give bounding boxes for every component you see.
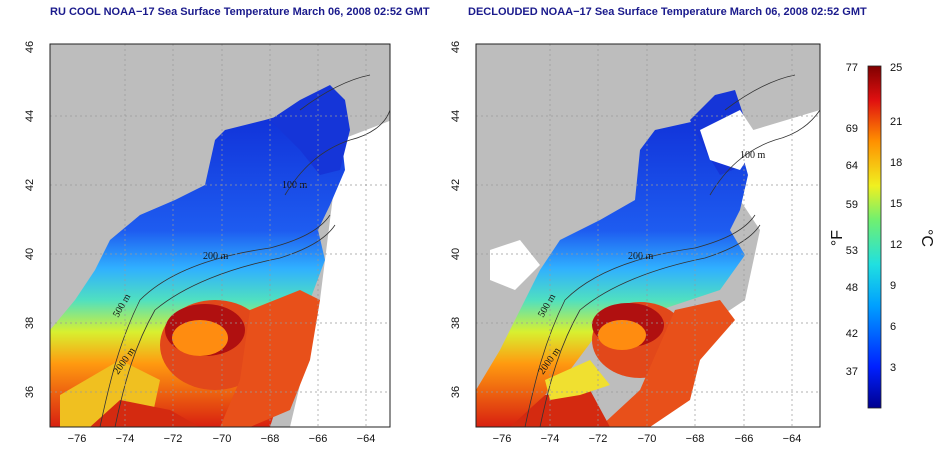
y-tick: 44 [24, 110, 36, 122]
y-tick: 36 [450, 386, 462, 398]
map-title-declouded: DECLOUDED NOAA−17 Sea Surface Temperatur… [468, 6, 867, 18]
fahrenheit-label: °F [829, 230, 846, 246]
bathymetry-contours [99, 74, 390, 427]
map-raster-raw: 200 m 100 m 500 m 2000 m [50, 44, 390, 427]
fahrenheit-tick: 64 [846, 160, 858, 172]
x-tick: −72 [164, 433, 183, 445]
x-tick: −66 [735, 433, 754, 445]
graticule [476, 44, 820, 427]
x-tick: −74 [541, 433, 560, 445]
fahrenheit-tick: 59 [846, 199, 858, 211]
y-axis: 46 44 42 40 38 36 [24, 41, 36, 398]
colorbar-gradient [867, 65, 882, 409]
celsius-tick: 9 [890, 280, 896, 292]
contour-label-200m: 200 m [628, 251, 654, 262]
celsius-tick: 3 [890, 362, 896, 374]
y-tick: 42 [24, 179, 36, 191]
sst-field [476, 110, 748, 427]
x-axis: −76 −74 −72 −70 −68 −66 −64 [493, 433, 802, 445]
celsius-tick: 25 [890, 62, 902, 74]
y-tick: 46 [450, 41, 462, 53]
x-tick: −70 [638, 433, 657, 445]
x-tick: −76 [493, 433, 512, 445]
x-tick: −68 [261, 433, 280, 445]
y-tick: 38 [24, 317, 36, 329]
graticule [50, 44, 390, 427]
contour-label-100m: 100 m [740, 150, 766, 161]
y-tick: 40 [24, 248, 36, 260]
x-tick: −68 [686, 433, 705, 445]
celsius-ticks: 25 21 18 15 12 9 6 3 [890, 62, 902, 374]
map-frame [49, 43, 391, 428]
fahrenheit-tick: 37 [846, 366, 858, 378]
y-tick: 38 [450, 317, 462, 329]
colorbar: 77 69 64 59 53 48 42 37 25 21 18 15 12 9… [829, 62, 935, 409]
x-tick: −70 [213, 433, 232, 445]
fahrenheit-ticks: 77 69 64 59 53 48 42 37 [846, 62, 858, 378]
fahrenheit-tick: 69 [846, 123, 858, 135]
x-tick: −64 [783, 433, 802, 445]
map-title-raw: RU COOL NOAA−17 Sea Surface Temperature … [50, 6, 430, 18]
x-tick: −66 [309, 433, 328, 445]
y-tick: 46 [24, 41, 36, 53]
celsius-label: °C [918, 229, 935, 247]
contour-label-100m: 100 m [282, 180, 308, 191]
fahrenheit-tick: 77 [846, 62, 858, 74]
celsius-tick: 15 [890, 198, 902, 210]
map-raster-declouded: 200 m 100 m 500 m 2000 m [476, 44, 820, 427]
y-tick: 44 [450, 110, 462, 122]
celsius-tick: 18 [890, 157, 902, 169]
celsius-tick: 6 [890, 321, 896, 333]
x-tick: −74 [116, 433, 135, 445]
contour-label-200m: 200 m [203, 251, 229, 262]
y-tick: 42 [450, 179, 462, 191]
fahrenheit-tick: 53 [846, 245, 858, 257]
x-axis: −76 −74 −72 −70 −68 −66 −64 [68, 433, 376, 445]
celsius-tick: 12 [890, 239, 902, 251]
y-axis: 46 44 42 40 38 36 [450, 41, 462, 398]
map-panel-raw: 200 m 100 m 500 m 2000 m −76 −74 −72 −70… [24, 41, 391, 445]
celsius-tick: 21 [890, 116, 902, 128]
map-panel-declouded: 200 m 100 m 500 m 2000 m −76 −74 −72 −70… [450, 41, 821, 445]
x-tick: −64 [357, 433, 376, 445]
map-frame [475, 43, 821, 428]
x-tick: −72 [589, 433, 608, 445]
x-tick: −76 [68, 433, 87, 445]
fahrenheit-tick: 42 [846, 328, 858, 340]
fahrenheit-tick: 48 [846, 282, 858, 294]
bathymetry-contours [524, 74, 820, 427]
y-tick: 36 [24, 386, 36, 398]
y-tick: 40 [450, 248, 462, 260]
